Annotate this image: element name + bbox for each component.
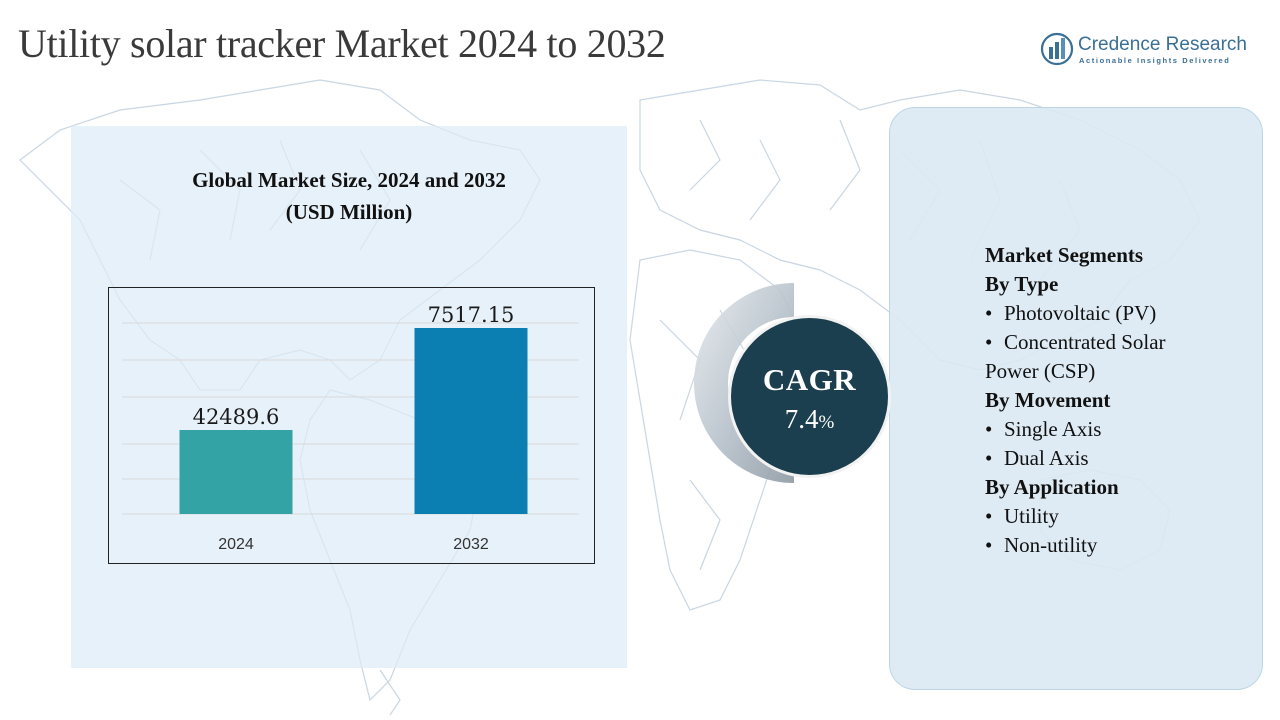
bar-chart: 42489.6 2024 7517.15 2032 — [122, 303, 579, 553]
cagr-badge: CAGR 7.4% — [728, 315, 891, 478]
cagr-label: CAGR — [762, 362, 857, 397]
segment-group-title-application: By Application — [985, 475, 1119, 499]
data-label-2032: 7517.15 — [428, 303, 515, 327]
segment-item-continuation: Power (CSP) — [985, 359, 1096, 383]
segment-item: Dual Axis — [985, 444, 1245, 473]
segments-panel — [889, 107, 1263, 690]
segment-item: Utility — [985, 502, 1245, 531]
segment-group-title-type: By Type — [985, 272, 1059, 296]
segment-item: Photovoltaic (PV) — [985, 299, 1245, 328]
x-tick-label-2032: 2032 — [453, 536, 489, 553]
x-tick-label-2024: 2024 — [218, 536, 254, 553]
page-title: Utility solar tracker Market 2024 to 203… — [18, 21, 666, 66]
cagr-unit: % — [818, 412, 835, 433]
chart-frame — [108, 287, 595, 564]
segment-item: Non-utility — [985, 531, 1245, 560]
chart-title-line1: Global Market Size, 2024 and 2032 — [192, 168, 506, 192]
brand-tagline: Actionable Insights Delivered — [1079, 56, 1231, 65]
cagr-number: 7.4 — [784, 404, 819, 434]
segments-heading: Market Segments — [985, 243, 1144, 267]
bar-2032 — [414, 328, 528, 514]
segment-item: Concentrated Solar — [985, 328, 1245, 357]
bar-2024 — [179, 430, 293, 514]
market-segments: Market Segments By Type Photovoltaic (PV… — [985, 241, 1245, 560]
data-label-2024: 42489.6 — [193, 405, 280, 429]
chart-title-line2: (USD Million) — [285, 200, 413, 224]
brand-name: Credence Research — [1078, 34, 1247, 55]
bar-chart-globe-icon — [1040, 32, 1074, 66]
brand-logo[interactable]: Credence Research Actionable Insights De… — [1040, 30, 1270, 70]
segment-item: Single Axis — [985, 415, 1245, 444]
chart-title: Global Market Size, 2024 and 2032 (USD M… — [71, 164, 627, 228]
cagr-ring-decoration — [694, 283, 794, 483]
cagr-value: 7.4% — [731, 404, 888, 435]
segment-group-title-movement: By Movement — [985, 388, 1111, 412]
